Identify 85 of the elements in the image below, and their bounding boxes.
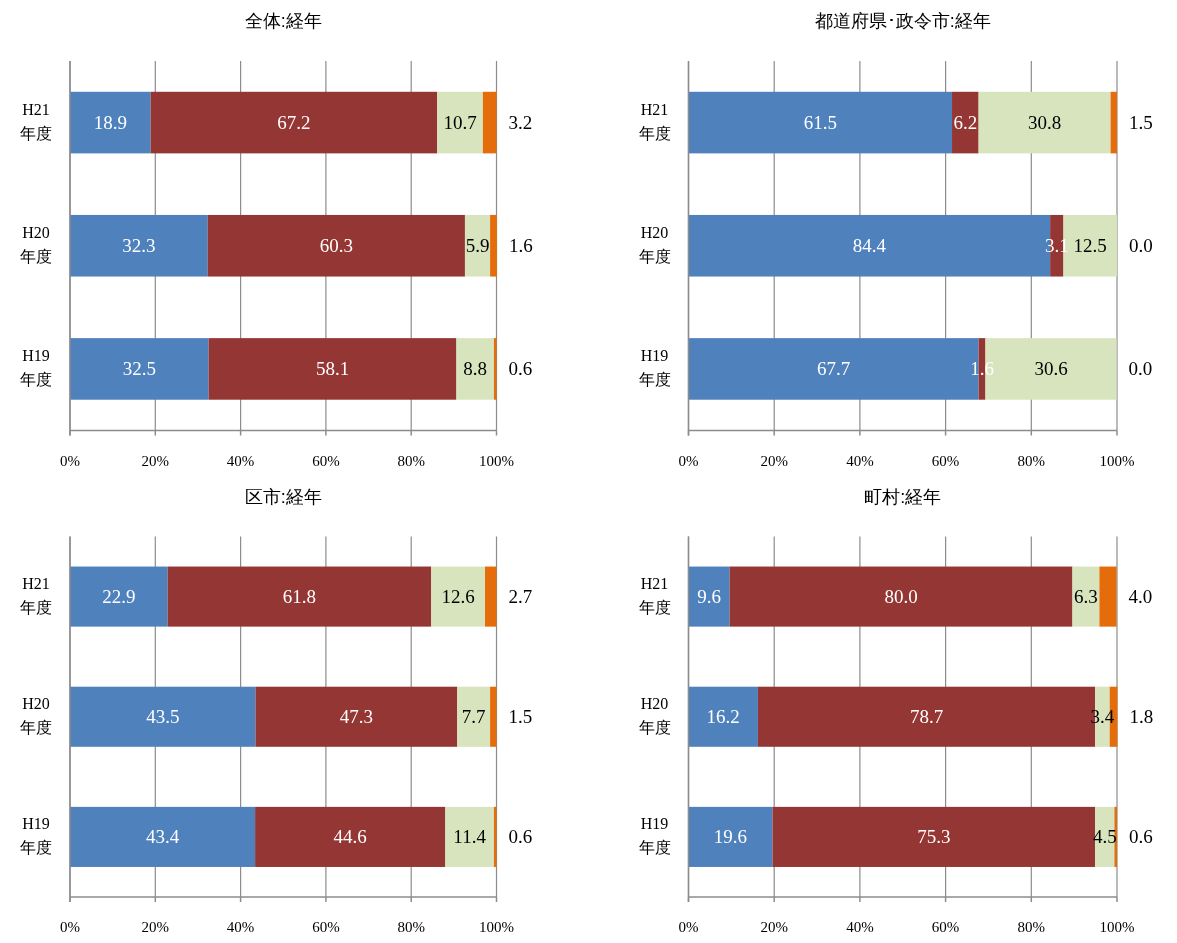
data-label: 43.4 bbox=[145, 826, 180, 848]
x-tick-label: 40% bbox=[846, 919, 874, 935]
data-label: 0.6 bbox=[508, 358, 533, 380]
x-tick-label: 0% bbox=[60, 452, 80, 469]
data-label: 67.2 bbox=[277, 112, 311, 134]
y-tick-label: H21 年度 bbox=[638, 100, 671, 142]
x-tick-label: 60% bbox=[312, 452, 340, 469]
y-tick-label: H19 年度 bbox=[638, 346, 671, 388]
data-label: 0.0 bbox=[1128, 358, 1153, 380]
data-label: 3.2 bbox=[508, 112, 533, 134]
data-label: 19.6 bbox=[713, 826, 748, 848]
y-tick-label: H19 年度 bbox=[20, 346, 52, 388]
x-tick-label: 60% bbox=[312, 919, 340, 935]
data-label: 12.5 bbox=[1073, 235, 1107, 257]
data-label: 67.7 bbox=[816, 358, 851, 380]
chart-title: 町村:経年 bbox=[864, 486, 942, 507]
y-tick-label: H21 年度 bbox=[20, 574, 52, 616]
data-label: 61.8 bbox=[282, 586, 317, 608]
data-label: 30.6 bbox=[1034, 358, 1068, 380]
x-tick-label: 20% bbox=[141, 919, 170, 935]
data-label: 75.3 bbox=[917, 826, 951, 848]
x-tick-label: 60% bbox=[931, 919, 960, 935]
y-tick-label: H19 年度 bbox=[638, 814, 671, 856]
chart-title: 全体:経年 bbox=[244, 11, 322, 31]
x-tick-label: 20% bbox=[760, 452, 788, 469]
x-tick-label: 0% bbox=[678, 452, 699, 469]
data-label: 22.9 bbox=[102, 586, 136, 608]
data-label: 60.3 bbox=[319, 235, 353, 257]
x-tick-label: 40% bbox=[226, 452, 255, 469]
data-label: 4.0 bbox=[1128, 586, 1153, 608]
data-label: 2.7 bbox=[508, 586, 533, 608]
y-tick-label: H20 年度 bbox=[20, 694, 52, 736]
x-tick-label: 0% bbox=[60, 919, 80, 935]
data-label: 58.1 bbox=[315, 358, 350, 380]
y-tick-label: H20 年度 bbox=[638, 694, 671, 736]
y-tick-label: H20 年度 bbox=[20, 223, 52, 265]
x-tick-label: 20% bbox=[141, 452, 170, 469]
x-tick-label: 40% bbox=[846, 452, 874, 469]
data-label: 78.7 bbox=[909, 706, 944, 728]
data-label: 47.3 bbox=[339, 706, 373, 728]
x-tick-label: 100% bbox=[1099, 452, 1135, 469]
x-tick-label: 100% bbox=[1099, 919, 1135, 935]
chart-title: 区市:経年 bbox=[244, 486, 322, 507]
x-tick-label: 80% bbox=[1017, 919, 1046, 935]
x-tick-label: 100% bbox=[479, 919, 514, 935]
y-tick-label: H21 年度 bbox=[20, 100, 52, 142]
data-label: 84.4 bbox=[852, 235, 886, 257]
data-label: 0.6 bbox=[1129, 826, 1153, 848]
x-tick-label: 40% bbox=[226, 919, 255, 935]
data-label: 0.6 bbox=[508, 826, 533, 848]
x-tick-label: 60% bbox=[931, 452, 960, 469]
data-label: 6.3 bbox=[1074, 586, 1098, 608]
y-tick-label: H19 年度 bbox=[20, 814, 52, 856]
data-label: 1.5 bbox=[508, 706, 533, 728]
data-label: 30.8 bbox=[1027, 112, 1062, 134]
data-label: 80.0 bbox=[884, 586, 918, 608]
x-tick-label: 80% bbox=[397, 919, 425, 935]
y-tick-label: H20 年度 bbox=[638, 223, 671, 265]
data-label: 8.8 bbox=[463, 358, 488, 380]
data-label: 10.7 bbox=[443, 112, 477, 134]
x-tick-label: 20% bbox=[760, 919, 788, 935]
y-tick-label: H21 年度 bbox=[638, 574, 671, 616]
data-label: 1.5 bbox=[1129, 112, 1153, 134]
data-label: 7.7 bbox=[461, 706, 486, 728]
data-label: 12.6 bbox=[441, 586, 475, 608]
data-label: 1.6 bbox=[970, 358, 994, 380]
x-tick-label: 100% bbox=[479, 452, 514, 469]
data-label: 61.5 bbox=[803, 112, 837, 134]
data-label: 11.4 bbox=[453, 826, 486, 848]
x-tick-label: 80% bbox=[397, 452, 425, 469]
x-tick-label: 0% bbox=[678, 919, 699, 935]
data-label: 0.0 bbox=[1129, 235, 1153, 257]
data-label: 32.3 bbox=[122, 235, 156, 257]
data-label: 43.5 bbox=[146, 706, 180, 728]
data-label: 18.9 bbox=[93, 112, 127, 134]
data-label: 6.2 bbox=[953, 112, 978, 134]
data-label: 44.6 bbox=[333, 826, 367, 848]
x-tick-label: 80% bbox=[1017, 452, 1046, 469]
data-label: 16.2 bbox=[706, 706, 740, 728]
data-label: 9.6 bbox=[697, 586, 721, 608]
chart-title: 都道府県･政令市:経年 bbox=[814, 11, 991, 31]
data-label: 1.6 bbox=[508, 235, 533, 257]
data-label: 1.8 bbox=[1129, 706, 1154, 728]
data-label: 5.9 bbox=[465, 235, 490, 257]
data-label: 32.5 bbox=[122, 358, 156, 380]
